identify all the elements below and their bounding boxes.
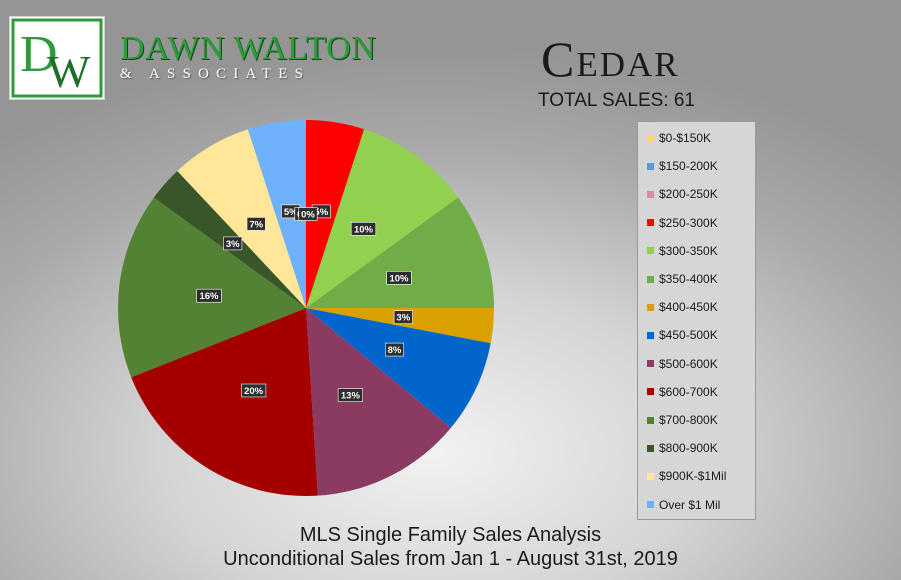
legend-label: $500-600K <box>659 356 718 371</box>
legend-item: $600-700K <box>647 383 718 401</box>
legend-label: $600-700K <box>659 384 718 399</box>
pie-slice-600-700k <box>131 308 318 497</box>
legend-swatch <box>647 501 654 509</box>
legend-item: $0-$150K <box>647 129 711 147</box>
legend: $0-$150K $150-200K $200-250K $250-300K $300-… <box>637 121 756 520</box>
legend-swatch <box>647 416 654 424</box>
legend-swatch <box>647 331 654 339</box>
pie-slice-900k-1mil <box>177 129 306 308</box>
monogram-w: W <box>47 46 91 97</box>
pie-zero-label-2-bg <box>298 207 318 221</box>
legend-item: $350-400K <box>647 270 718 288</box>
pie-slice-500-600k-label: 13% <box>337 388 364 402</box>
logo: D W <box>9 16 105 100</box>
pie-slice-900k-1mil-label-bg <box>246 217 266 231</box>
legend-label: $700-800K <box>659 413 718 427</box>
legend-swatch <box>647 247 654 255</box>
pie-slice-350-400k-label-text: 10% <box>389 273 409 284</box>
legend-item: $400-450K <box>647 298 718 316</box>
pie-slice-800-900k-label: 3% <box>223 236 243 251</box>
legend-label: $250-300K <box>659 215 718 230</box>
pie-slice-250-300k <box>306 120 365 308</box>
pie-slice-600-700k-label: 20% <box>241 383 267 398</box>
legend-swatch <box>647 472 654 480</box>
pie-slice-450-500k-label: 8% <box>384 342 404 357</box>
pie-slice-300-350k <box>306 129 459 308</box>
pie-slice-300-350k-label-text: 10% <box>354 224 374 235</box>
legend-label: Over $1 Mil <box>659 497 721 512</box>
pie-slice-450-500k <box>306 308 491 428</box>
pie-slice-800-900k-label-text: 3% <box>226 239 240 250</box>
dw-monogram-icon: D W <box>11 18 103 98</box>
pie-slice-600-700k-label-bg <box>241 383 267 398</box>
monogram-d: D <box>20 26 58 83</box>
legend-swatch <box>647 360 654 368</box>
legend-label: $0-$150K <box>659 131 712 145</box>
legend-swatch <box>647 162 654 170</box>
brand-name: DAWN WALTON <box>120 30 377 67</box>
pie-slice-350-400k <box>306 197 494 308</box>
legend-swatch <box>647 388 654 396</box>
legend-label: $400-450K <box>659 300 718 315</box>
pie-slice-350-400k-label-bg <box>386 270 412 285</box>
legend-swatch <box>647 219 654 227</box>
pie-slice-250-300k-label-text: 5% <box>314 207 328 218</box>
pie-slice-over-1-mil <box>247 120 306 308</box>
legend-item: $200-250K <box>647 185 718 203</box>
legend-label: $800-900K <box>659 441 718 456</box>
pie-slice-450-500k-label-text: 8% <box>388 345 402 356</box>
legend-item: Over $1 Mil <box>647 496 720 514</box>
legend-swatch <box>647 303 654 311</box>
legend-label: $900K-$1Mil <box>659 469 727 484</box>
legend-item: $500-600K <box>647 355 718 373</box>
legend-label: $450-500K <box>659 328 718 343</box>
pie-slice-400-450k-label: 3% <box>393 310 413 325</box>
pie-slice-700-800k-label-bg <box>196 288 222 303</box>
pie-slice-300-350k-label: 10% <box>350 222 377 236</box>
pie-slice-over-1-mil-label-text: 5% <box>284 207 298 218</box>
pie-slice-400-450k-label-text: 3% <box>396 313 410 324</box>
legend-item: $450-500K <box>647 326 718 344</box>
legend-item: $900K-$1Mil <box>647 467 726 485</box>
pie-slice-700-800k-label-text: 16% <box>199 291 219 302</box>
pie-slice-500-600k-label-text: 13% <box>341 391 361 402</box>
pie-slice-600-700k-label-text: 20% <box>244 386 264 397</box>
pie-slice-700-800k-label: 16% <box>196 288 222 303</box>
legend-swatch <box>647 134 654 142</box>
legend-label: $300-350K <box>659 243 718 258</box>
pie-slice-450-500k-label-bg <box>384 342 404 357</box>
pie-slice-800-900k-label-bg <box>223 236 243 251</box>
legend-item: $250-300K <box>647 214 718 232</box>
legend-item: $800-900K <box>647 439 718 457</box>
footer-subtitle: Unconditional Sales from Jan 1 - August … <box>223 548 678 570</box>
legend-swatch <box>647 444 654 452</box>
pie-zero-label-2-text: 0% <box>301 210 315 221</box>
brand-subtitle: & ASSOCIATES <box>120 66 311 82</box>
pie-slice-500-600k <box>306 308 451 496</box>
legend-item: $300-350K <box>647 242 718 260</box>
total-sales-text: TOTAL SALES: 61 <box>538 90 696 111</box>
pie-slice-400-450k <box>306 308 495 344</box>
pie-zero-label-2: 0% <box>298 207 318 221</box>
pie-slice-900k-1mil-label: 7% <box>246 217 266 231</box>
legend-label: $200-250K <box>659 187 718 202</box>
pie-slice-400-450k-label-bg <box>393 310 413 325</box>
pie-slice-900k-1mil-label-text: 7% <box>249 219 263 230</box>
legend-item: $150-200K <box>647 157 718 175</box>
pie-slice-500-600k-label-bg <box>337 388 364 402</box>
legend-swatch <box>647 275 654 283</box>
legend-label: $150-200K <box>659 159 718 174</box>
chart-title: Cedar <box>541 31 680 87</box>
legend-label: $350-400K <box>659 272 718 286</box>
pie-slice-700-800k <box>117 197 307 378</box>
pie-slices <box>117 120 495 497</box>
legend-swatch <box>647 190 654 198</box>
legend-item: $700-800K <box>647 411 718 429</box>
footer-title: MLS Single Family Sales Analysis <box>299 524 602 546</box>
pie-slice-350-400k-label: 10% <box>386 270 412 285</box>
pie-slice-300-350k-label-bg <box>350 222 377 236</box>
pie-data-labels: 5%10%10%3%8%13%20%16%3%7%5%0%0% <box>196 204 413 402</box>
